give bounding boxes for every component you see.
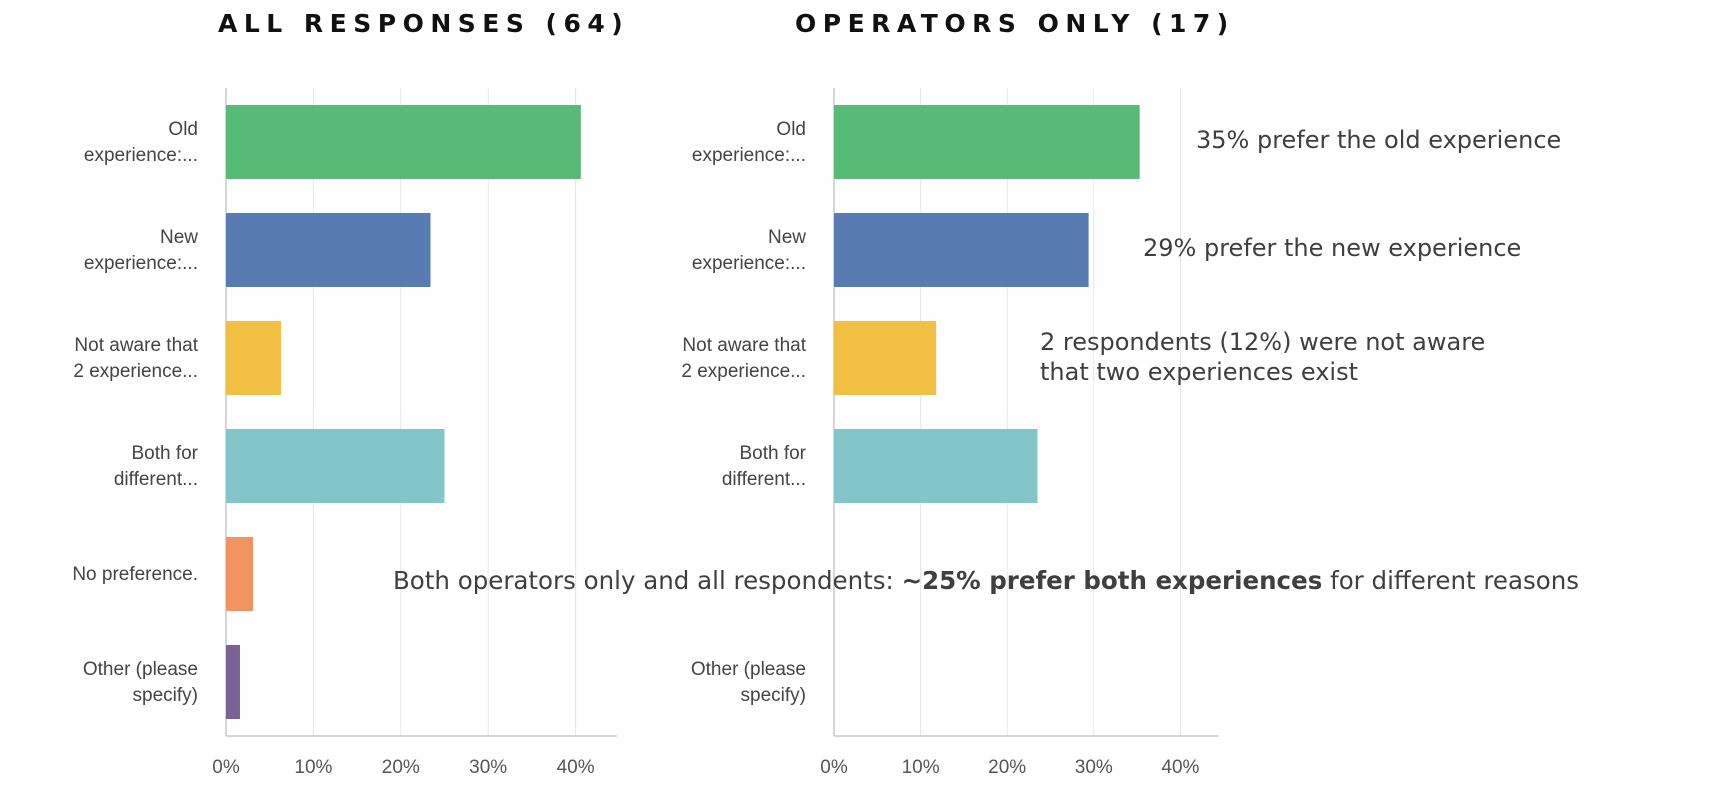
category-label-line: different... — [722, 469, 806, 490]
x-tick-label: 20% — [382, 757, 420, 778]
x-tick-label: 10% — [294, 757, 332, 778]
category-label-line: Not aware that — [74, 335, 198, 356]
annotation-not-aware: 2 respondents (12%) were not aware that … — [1040, 327, 1485, 387]
bar — [226, 321, 282, 395]
x-tick-label: 30% — [469, 757, 507, 778]
category-label-line: specify) — [133, 685, 198, 706]
chart-title: ALL RESPONSES (64) — [218, 9, 629, 38]
category-label-line: experience:... — [84, 145, 198, 166]
bar — [226, 105, 581, 179]
bar — [834, 213, 1089, 287]
annotation-old-experience: 35% prefer the old experience — [1196, 126, 1562, 154]
category-label-line: Not aware that — [682, 335, 806, 356]
x-tick-label: 10% — [902, 757, 940, 778]
category-label-line: Old — [776, 119, 806, 140]
annotation-both-experiences: Both operators only and all respondents:… — [393, 566, 1579, 596]
category-label: Other (please specify) — [691, 659, 806, 706]
category-label-line: experience:... — [692, 253, 806, 274]
category-label-line: New — [768, 227, 806, 248]
annotation-not-aware-line-1: 2 respondents (12%) were not aware — [1040, 328, 1486, 356]
category-label: New experience:... — [692, 227, 806, 274]
category-label: Both for different... — [722, 443, 807, 490]
category-label: Not aware that 2 experience... — [73, 335, 198, 382]
x-tick-label: 30% — [1075, 757, 1113, 778]
bar — [834, 321, 937, 395]
category-label-line: Both for — [739, 443, 806, 464]
category-label-line: No preference. — [72, 564, 198, 585]
x-tick-label: 40% — [557, 757, 595, 778]
annotation-both-prefix: Both operators only and all respondents: — [393, 566, 902, 595]
x-tick-label: 40% — [1161, 757, 1199, 778]
category-label-line: 2 experience... — [681, 361, 806, 382]
bar — [226, 429, 445, 503]
category-label-line: experience:... — [692, 145, 806, 166]
x-tick-label: 0% — [820, 757, 848, 778]
category-label-line: specify) — [741, 685, 806, 706]
category-label-line: Other (please — [83, 659, 198, 680]
annotation-not-aware-line-2: that two experiences exist — [1040, 358, 1358, 386]
bar — [226, 645, 240, 719]
category-label: Old experience:... — [692, 119, 806, 166]
category-label-line: New — [160, 227, 198, 248]
category-label: New experience:... — [84, 227, 198, 274]
annotation-both-suffix: for different reasons — [1322, 566, 1580, 595]
bar — [834, 105, 1140, 179]
chart-panel-2: OPERATORS ONLY (17) 0% 10% 20% 30% 40% Old expe… — [681, 9, 1235, 778]
annotation-new-experience: 29% prefer the new experience — [1143, 234, 1522, 262]
annotation-both-highlight: ~25% prefer both experiences — [901, 566, 1323, 595]
category-label: Both for different... — [114, 443, 199, 490]
category-label-line: Both for — [131, 443, 198, 464]
category-label-line: Old — [168, 119, 198, 140]
bar — [226, 537, 254, 611]
category-label: Not aware that 2 experience... — [681, 335, 806, 382]
chart-panel-1: ALL RESPONSES (64) 0% 10% 20% 30% 40% Old exper… — [72, 9, 629, 778]
bar — [226, 213, 431, 287]
x-tick-label: 20% — [988, 757, 1026, 778]
category-label: Old experience:... — [84, 119, 198, 166]
bar — [834, 429, 1038, 503]
category-label: No preference. — [72, 564, 198, 585]
chart-title: OPERATORS ONLY (17) — [795, 9, 1235, 38]
category-label-line: 2 experience... — [73, 361, 198, 382]
category-label-line: different... — [114, 469, 198, 490]
category-label: Other (please specify) — [83, 659, 198, 706]
x-tick-label: 0% — [212, 757, 240, 778]
category-label-line: experience:... — [84, 253, 198, 274]
category-label-line: Other (please — [691, 659, 806, 680]
